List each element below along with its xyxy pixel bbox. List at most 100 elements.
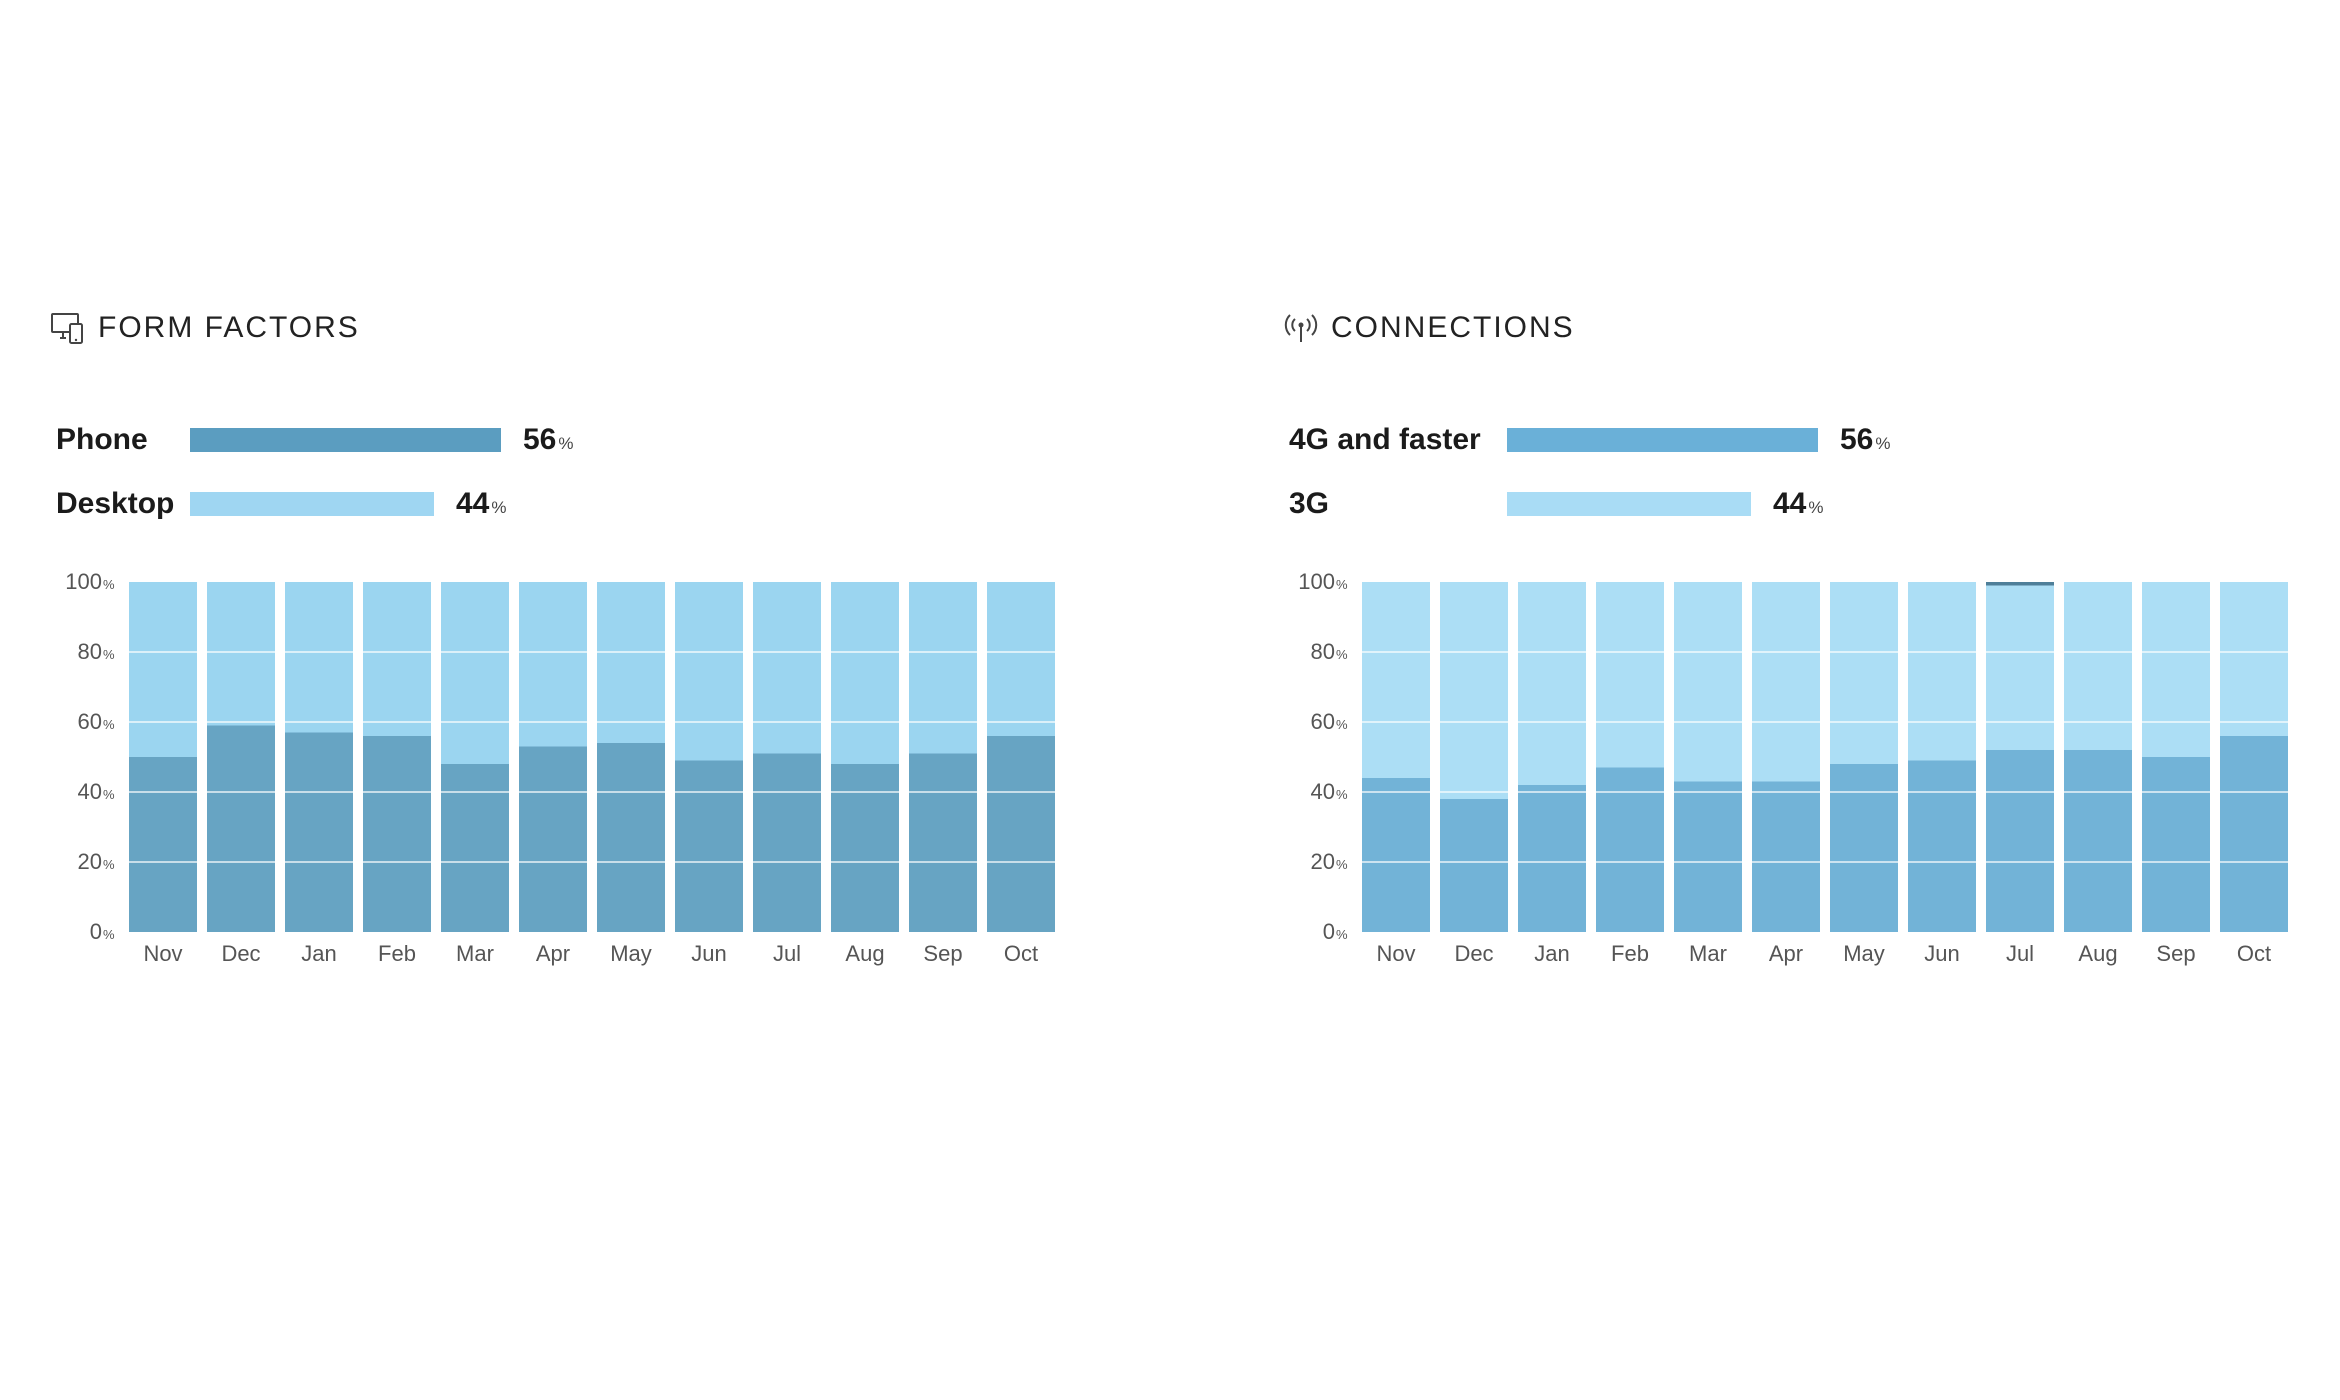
legend-label: Phone [56,423,148,456]
legend-bar [190,492,434,516]
y-tick-unit: % [1336,717,1348,732]
bar-segment [675,582,743,761]
x-tick-label: Sep [2156,941,2195,966]
y-tick-label: 20 [1311,849,1335,874]
bar-segment [363,582,431,736]
bar-segment [441,582,509,764]
x-tick-label: Apr [536,941,570,966]
bar-segment [1596,582,1664,768]
y-tick-unit: % [103,857,115,872]
legend-percentage: 56% [523,423,574,456]
bar-segment [909,753,977,932]
y-tick-label: 80 [78,639,102,664]
x-tick-label: Dec [221,941,260,966]
bar-segment [597,743,665,932]
y-tick-unit: % [1336,857,1348,872]
bar-segment [2220,582,2288,736]
y-tick-unit: % [103,927,115,942]
legend-item-4g: 4G and faster 56% [1289,420,1891,460]
x-tick-label: Dec [1454,941,1493,966]
bar-segment [129,582,197,757]
form-factors-header: FORM FACTORS [50,308,360,348]
y-tick-label: 40 [78,779,102,804]
bar-segment [519,746,587,932]
bar-segment [909,582,977,754]
bar-segment [1986,750,2054,932]
y-tick-label: 100 [1298,569,1335,594]
y-tick-unit: % [1336,647,1348,662]
y-tick-label: 60 [78,709,102,734]
bar-segment [2064,750,2132,932]
x-tick-label: Aug [2078,941,2117,966]
bar-segment [1986,582,2054,586]
x-tick-label: Jul [2006,941,2034,966]
bar-segment [831,582,899,764]
bar-segment [2064,582,2132,750]
bar-segment [2220,736,2288,932]
y-tick-unit: % [1336,927,1348,942]
bar-segment [285,582,353,733]
legend-bar [190,428,501,452]
bar-segment [207,725,275,932]
x-tick-label: Sep [923,941,962,966]
x-tick-label: May [610,941,652,966]
bar-segment [1908,760,1976,932]
y-tick-label: 0 [90,919,102,944]
bar-segment [1752,781,1820,932]
bar-segment [2142,757,2210,932]
bar-segment [987,582,1055,736]
bar-segment [441,764,509,932]
bar-segment [285,732,353,932]
form-factors-title: FORM FACTORS [98,311,360,344]
connections-panel: CONNECTIONS 4G and faster 56% 3G 44% Nov… [1283,290,2340,1050]
x-tick-label: Jun [691,941,726,966]
bar-segment [1830,582,1898,764]
bar-segment [1674,582,1742,782]
y-tick-label: 40 [1311,779,1335,804]
signal-tower-icon [1283,310,1319,346]
y-tick-label: 0 [1323,919,1335,944]
bar-segment [363,736,431,932]
x-tick-label: Oct [1004,941,1038,966]
bar-segment [1440,582,1508,799]
x-tick-label: Jul [773,941,801,966]
bar-segment [987,736,1055,932]
x-tick-label: Feb [1611,941,1649,966]
legend-percentage: 56% [1840,423,1891,456]
y-tick-unit: % [103,647,115,662]
bar-segment [1986,585,2054,750]
x-tick-label: Feb [378,941,416,966]
y-tick-label: 20 [78,849,102,874]
x-tick-label: Nov [1376,941,1415,966]
x-tick-label: Jan [1534,941,1569,966]
bar-segment [1674,781,1742,932]
y-tick-label: 100 [65,569,102,594]
legend-item-phone: Phone 56% [56,420,574,460]
x-tick-label: Jan [301,941,336,966]
bar-segment [831,764,899,932]
bar-segment [1362,582,1430,778]
bar-segment [597,582,665,743]
y-tick-label: 80 [1311,639,1335,664]
legend-label: 3G [1289,487,1330,520]
x-tick-label: Oct [2237,941,2271,966]
bar-segment [675,760,743,932]
bar-segment [1440,799,1508,932]
y-tick-unit: % [1336,577,1348,592]
y-tick-label: 60 [1311,709,1335,734]
legend-label: Desktop [56,487,175,520]
x-tick-label: Mar [1689,941,1727,966]
y-tick-unit: % [103,717,115,732]
x-tick-label: Nov [143,941,182,966]
bar-segment [519,582,587,747]
x-tick-label: Aug [845,941,884,966]
connections-title: CONNECTIONS [1331,311,1575,344]
devices-icon [50,310,86,346]
connections-header: CONNECTIONS [1283,308,1575,348]
bar-segment [1362,778,1430,932]
legend-item-desktop: Desktop 44% [56,484,507,524]
y-tick-unit: % [1336,787,1348,802]
form-factors-panel: FORM FACTORS Phone 56% Desktop 44% Nov De… [50,290,1170,1050]
